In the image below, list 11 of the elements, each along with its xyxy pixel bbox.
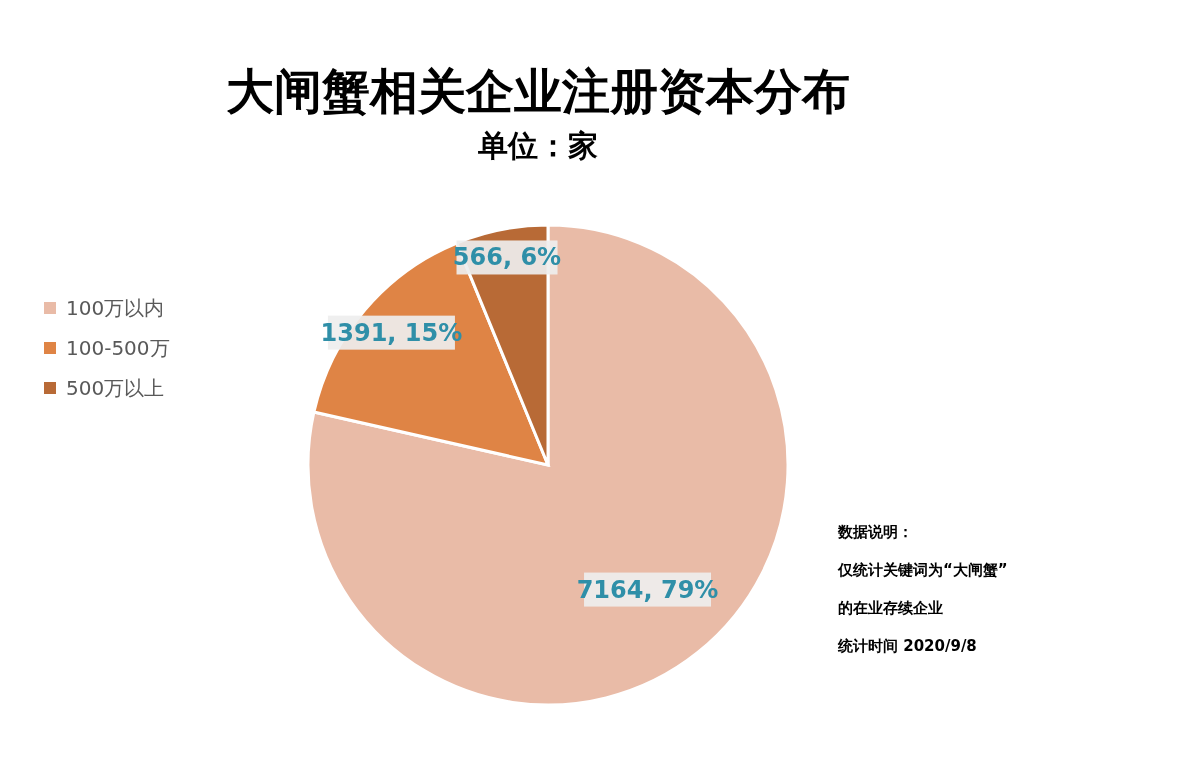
chart-title: 大闸蟹相关企业注册资本分布 xyxy=(225,62,851,121)
legend-label: 100万以内 xyxy=(66,294,165,322)
pie-slice xyxy=(306,223,790,707)
legend-label: 100-500万 xyxy=(66,334,170,362)
legend-label: 500万以上 xyxy=(66,374,165,402)
text: 的在业存续企业 xyxy=(838,599,944,619)
text: 统计时间 2020/9/8 xyxy=(838,637,978,657)
text: 数据说明： xyxy=(838,523,914,543)
chart-subtitle: 单位：家 xyxy=(477,127,599,165)
data-label: 7164, 79% xyxy=(576,575,719,604)
text: 仅统计关键词为“大闸蟹” xyxy=(838,561,1008,581)
